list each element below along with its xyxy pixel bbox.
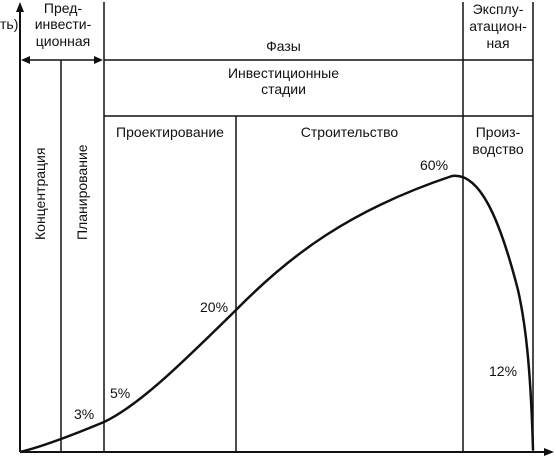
operational-phase-label-line-1: Эксплу- bbox=[472, 1, 524, 17]
investment-stages-label-line-1: Инвестиционные bbox=[227, 65, 340, 81]
operational-phase-label-line-2: атацион- bbox=[469, 18, 527, 34]
pre-investment-phase-label-line-3: ционная bbox=[35, 33, 91, 49]
curve-label-12-percent: 12% bbox=[489, 363, 518, 379]
arrowhead-right bbox=[94, 56, 103, 64]
production-stage-label-line-2: водство bbox=[472, 141, 524, 157]
planning-stage-label: Планирование bbox=[74, 144, 90, 240]
operational-phase-label-line-3: ная bbox=[486, 35, 510, 51]
curve-label-60-percent: 60% bbox=[420, 157, 449, 173]
investment-curve bbox=[19, 174, 535, 454]
construction-stage-label: Строительство bbox=[300, 124, 399, 140]
phases-title: Фазы bbox=[266, 38, 301, 54]
pre-investment-phase-label-line-2: инвести- bbox=[34, 16, 92, 32]
x-axis-arrowhead bbox=[544, 448, 554, 456]
curve-label-20-percent: 20% bbox=[200, 299, 229, 315]
investment-stages-label-line-2: стадии bbox=[261, 81, 306, 97]
y-axis-label-fragment: ть) bbox=[0, 16, 19, 32]
curve-label-3-percent: 3% bbox=[74, 406, 95, 422]
production-stage-label-line-1: Произ- bbox=[475, 124, 521, 140]
pre-investment-phase-label-line-1: Пред- bbox=[43, 0, 83, 16]
design-stage-label: Проектирование bbox=[116, 124, 224, 140]
arrowhead-left bbox=[21, 56, 30, 64]
y-axis-arrowhead bbox=[16, 2, 24, 12]
concentration-stage-label: Концентрация bbox=[32, 147, 48, 240]
curve-label-5-percent: 5% bbox=[110, 385, 131, 401]
